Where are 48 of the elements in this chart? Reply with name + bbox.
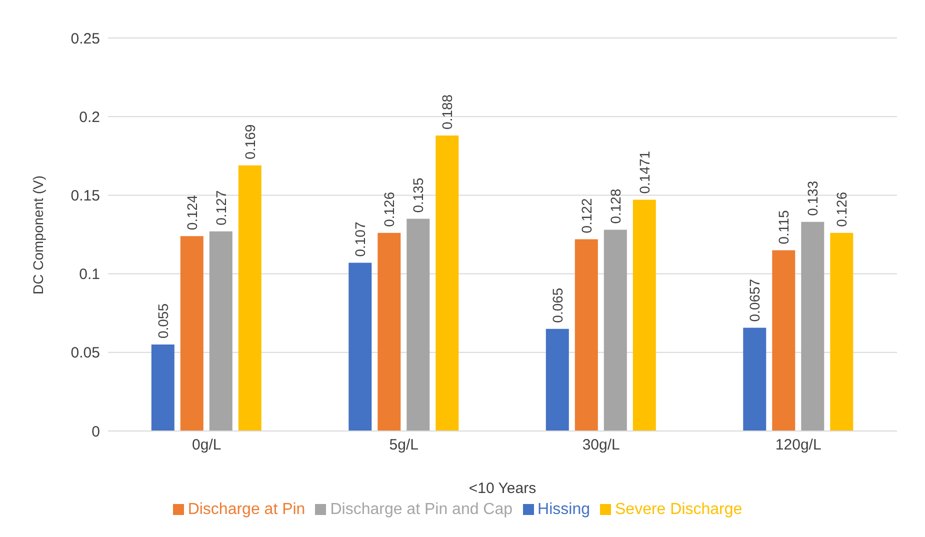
bar <box>151 344 174 431</box>
y-tick-label: 0.05 <box>70 344 100 362</box>
bar <box>406 218 430 431</box>
data-label: 0.065 <box>549 288 566 323</box>
y-tick-label: 0.15 <box>70 188 100 205</box>
data-label: 0.0657 <box>746 278 763 322</box>
bar <box>743 328 766 431</box>
x-axis-title: <10 Years <box>468 480 536 497</box>
y-tick-label: 0.1 <box>79 266 100 284</box>
bar <box>238 165 262 431</box>
bar <box>632 200 656 431</box>
data-label: 0.122 <box>578 198 594 234</box>
y-tick-label: 0 <box>92 423 100 440</box>
data-label: 0.188 <box>439 94 456 130</box>
bar <box>830 232 854 431</box>
data-label: 0.135 <box>410 178 426 213</box>
x-tick-label: 5g/L <box>389 436 418 454</box>
y-tick-label: 0.25 <box>70 30 100 48</box>
legend-label: Discharge at Pin and Cap <box>330 501 513 518</box>
bar <box>574 239 598 431</box>
legend-label: Severe Discharge <box>615 501 742 518</box>
data-label: 0.128 <box>607 188 624 224</box>
data-label: 0.107 <box>352 222 368 257</box>
bar <box>436 135 459 431</box>
bar <box>209 231 232 431</box>
data-label: 0.124 <box>184 194 200 230</box>
data-label: 0.169 <box>242 124 258 160</box>
data-label: 0.1471 <box>636 150 652 194</box>
bar <box>378 232 401 431</box>
bar <box>348 262 372 431</box>
bar <box>546 328 569 431</box>
data-label: 0.126 <box>381 192 398 227</box>
data-label: 0.055 <box>154 303 171 339</box>
bar <box>772 250 796 431</box>
data-label: 0.126 <box>834 192 850 227</box>
data-label: 0.115 <box>776 210 792 244</box>
data-label: 0.127 <box>212 190 229 226</box>
data-label: 0.133 <box>804 180 821 216</box>
bar <box>604 230 627 431</box>
x-tick-label: 30g/L <box>582 436 620 454</box>
y-tick-label: 0.2 <box>79 108 100 126</box>
y-axis-title: DC Component (V) <box>30 175 46 294</box>
x-tick-label: 120g/L <box>775 436 822 454</box>
legend-label: Hissing <box>538 501 590 518</box>
x-tick-label: 0g/L <box>192 436 222 454</box>
bar <box>180 236 204 431</box>
bar <box>801 222 824 431</box>
legend-label: Discharge at Pin <box>188 501 306 518</box>
